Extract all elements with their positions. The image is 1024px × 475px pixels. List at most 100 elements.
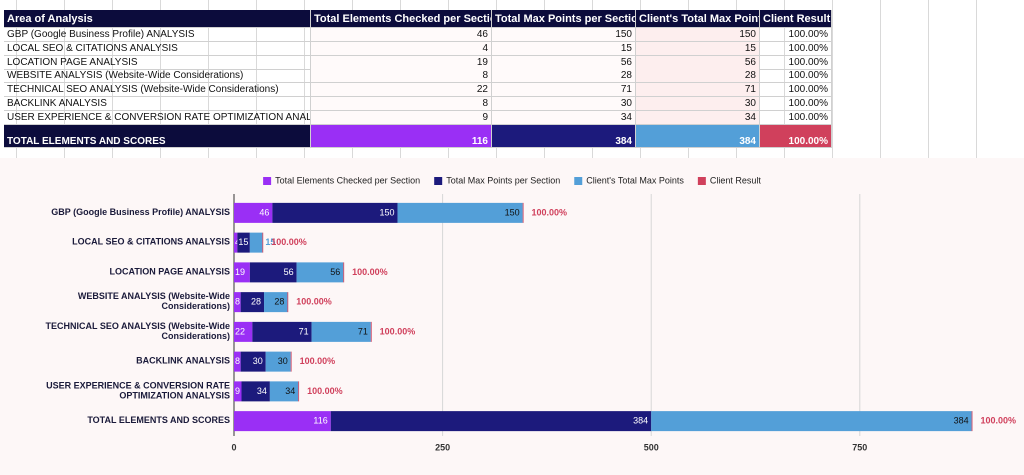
bar-segment — [234, 381, 242, 402]
bar-segment — [397, 202, 523, 223]
table-cell: 46 — [311, 28, 492, 42]
data-label: 116 — [313, 416, 327, 426]
table-cell: 71 — [492, 83, 636, 98]
table-cell: 28 — [636, 69, 760, 84]
data-label: 384 — [633, 416, 648, 426]
table-cell: 100.00% — [760, 69, 832, 84]
legend-swatch — [697, 177, 706, 185]
data-label: 71 — [358, 326, 368, 336]
bar-segment — [234, 411, 331, 432]
y-tick-label: GBP (Google Business Profile) ANALYSIS — [51, 207, 230, 217]
header-cell: Total Max Points per Section — [492, 10, 636, 28]
bar-segment — [249, 232, 263, 253]
y-tick-label: TECHNICAL SEO ANALYSIS (Website-Wide Cons… — [46, 321, 230, 341]
header-cell: Client's Total Max Points — [636, 10, 760, 28]
table-cell: 100.00% — [760, 97, 832, 111]
data-label: 46 — [259, 207, 269, 217]
legend-label: Total Max Points per Section — [446, 175, 560, 185]
x-tick-label: 250 — [435, 442, 450, 452]
bar-segment — [651, 411, 972, 432]
data-label: 71 — [299, 326, 309, 336]
bar-segment — [241, 381, 270, 402]
bar-segment — [290, 351, 292, 372]
data-label: 30 — [278, 356, 288, 366]
header-cell: Area of Analysis — [4, 10, 311, 28]
total-cell: TOTAL ELEMENTS AND SCORES — [4, 125, 311, 148]
table-cell: 30 — [636, 97, 760, 111]
table-cell: 34 — [636, 110, 760, 125]
table-cell: LOCAL SEO & CITATIONS ANALYSIS — [4, 41, 311, 56]
data-label: 19 — [235, 267, 245, 277]
bar-segment — [265, 351, 291, 372]
bar-segment — [287, 292, 289, 313]
x-tick-label: 0 — [231, 442, 236, 452]
table-cell: 150 — [492, 28, 636, 42]
total-cell: 116 — [311, 125, 492, 148]
data-label: 100.00% — [532, 207, 568, 217]
bar-segment — [234, 321, 253, 342]
legend-swatch — [574, 177, 583, 185]
bar-segment — [237, 232, 250, 253]
legend-swatch — [263, 177, 272, 185]
data-label: 8 — [235, 356, 240, 366]
table-cell: 100.00% — [760, 55, 832, 70]
bar-segment — [343, 262, 345, 283]
table-cell: LOCATION PAGE ANALYSIS — [4, 55, 311, 70]
bar-segment — [234, 202, 273, 223]
bar-segment — [971, 411, 973, 432]
y-tick-label: USER EXPERIENCE & CONVERSION RATE OPTIMIZ… — [46, 381, 230, 401]
data-label: 100.00% — [296, 297, 332, 307]
bar-segment — [264, 292, 288, 313]
data-label: 100.00% — [271, 237, 307, 247]
table-cell: 30 — [492, 97, 636, 111]
x-tick-label: 750 — [852, 442, 867, 452]
legend-label: Client's Total Max Points — [586, 175, 684, 185]
data-label: 34 — [285, 386, 295, 396]
y-tick-label: WEBSITE ANALYSIS (Website-Wide Considerat… — [78, 292, 230, 312]
bar-segment — [234, 262, 250, 283]
table-cell: 28 — [492, 69, 636, 84]
data-label: 150 — [505, 207, 520, 217]
bar-segment — [330, 411, 652, 432]
total-cell: 384 — [492, 125, 636, 148]
data-label: 100.00% — [352, 267, 388, 277]
bar-segment — [298, 381, 300, 402]
spreadsheet: Area of Analysis Total Elements Checked p… — [0, 0, 1024, 158]
table-cell: BACKLINK ANALYSIS — [4, 97, 311, 111]
table-cell: TECHNICAL SEO ANALYSIS (Website-Wide Con… — [4, 83, 311, 98]
data-label: 34 — [257, 386, 267, 396]
table-cell: 100.00% — [760, 41, 832, 56]
table-cell: 8 — [311, 97, 492, 111]
table-cell: 34 — [492, 110, 636, 125]
legend-swatch — [434, 177, 443, 185]
data-label: 15 — [265, 237, 275, 247]
table-cell: 56 — [492, 55, 636, 70]
bar-segment — [234, 351, 241, 372]
table-cell: USER EXPERIENCE & CONVERSION RATE OPTIMI… — [4, 110, 311, 125]
table-cell: 4 — [311, 41, 492, 56]
table-cell: 100.00% — [760, 110, 832, 125]
bar-segment — [240, 292, 265, 313]
data-label: 56 — [330, 267, 340, 277]
data-label: 30 — [253, 356, 263, 366]
chart: 0 250 500 750 Total Elements Checked per Sec… — [0, 158, 1024, 475]
table-cell: 100.00% — [760, 28, 832, 42]
bar-segment — [269, 381, 299, 402]
bar-segment — [522, 202, 524, 223]
table-cell: GBP (Google Business Profile) ANALYSIS — [4, 28, 311, 42]
data-label: 150 — [380, 207, 395, 217]
data-label: 15 — [238, 237, 248, 247]
data-label: 100.00% — [300, 356, 336, 366]
data-label: 384 — [954, 416, 969, 426]
table-cell: 8 — [311, 69, 492, 84]
total-cell: 384 — [636, 125, 760, 148]
data-label: 28 — [274, 297, 284, 307]
y-tick-label: LOCAL SEO & CITATIONS ANALYSIS — [72, 237, 230, 247]
y-tick-label: BACKLINK ANALYSIS — [136, 356, 230, 366]
table-cell: WEBSITE ANALYSIS (Website-Wide Considera… — [4, 69, 311, 84]
y-tick-label: TOTAL ELEMENTS AND SCORES — [87, 416, 230, 426]
table-cell: 19 — [311, 55, 492, 70]
table-cell: 15 — [492, 41, 636, 56]
table-cell: 71 — [636, 83, 760, 98]
